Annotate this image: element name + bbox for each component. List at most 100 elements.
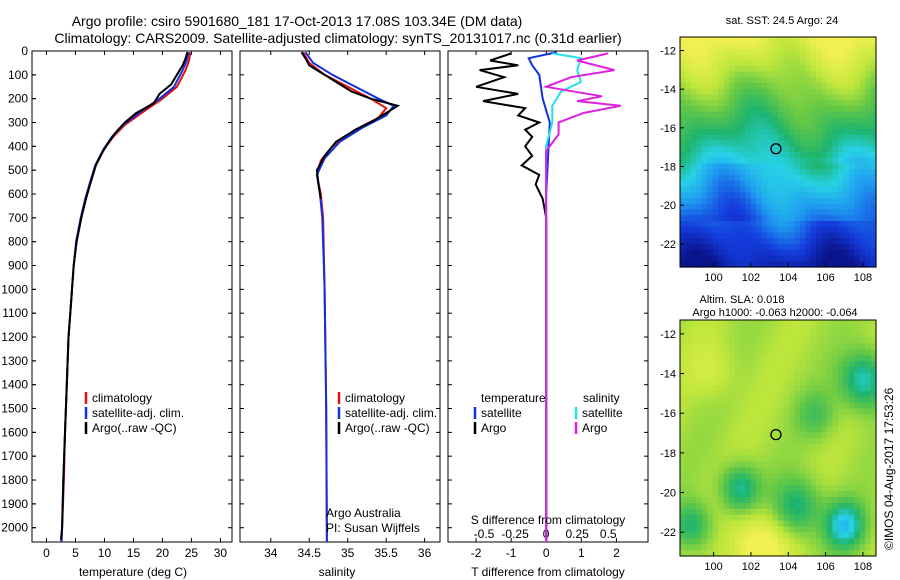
map-cell (739, 65, 746, 73)
map-cell (750, 461, 757, 469)
map-cell (783, 232, 790, 239)
map-cell (859, 331, 866, 339)
map-cell (756, 198, 763, 205)
map-cell (718, 532, 725, 539)
map-cell (783, 192, 790, 199)
map-cell (761, 163, 768, 170)
map-cell (810, 209, 817, 216)
map-cell (718, 497, 725, 504)
map-cell (696, 544, 703, 551)
map-cell (788, 367, 795, 374)
x-tick-label: -1 (506, 546, 517, 560)
map-cell (865, 396, 872, 404)
map-cell (734, 532, 741, 539)
map-cell (739, 514, 746, 522)
map-cell (729, 163, 736, 170)
map-cell (685, 60, 692, 67)
map-cell (701, 449, 708, 457)
map-cell (778, 443, 785, 451)
map-cell (718, 106, 725, 113)
map-cell (821, 432, 828, 439)
map-cell (756, 106, 763, 113)
map-cell (854, 443, 861, 451)
map-cell (734, 60, 741, 67)
map-cell (821, 526, 828, 533)
map-cell (848, 169, 855, 176)
map-cell (685, 532, 692, 539)
map-cell (729, 502, 736, 510)
map-cell (843, 443, 850, 451)
map-cell (805, 100, 812, 107)
annotation-argo-australia: Argo Australia (326, 506, 401, 520)
map-cell (843, 355, 850, 362)
map-cell (750, 538, 757, 545)
map-cell (859, 140, 866, 147)
map-cell (848, 186, 855, 193)
map-cell (821, 455, 828, 463)
map-cell (859, 514, 866, 522)
map-cell (756, 343, 763, 351)
map-cell (827, 209, 834, 216)
map-cell (848, 438, 855, 445)
map-cell (767, 508, 774, 516)
map-cell (821, 261, 828, 268)
map-cell (859, 438, 866, 445)
map-cell (723, 48, 730, 55)
map-cell (832, 473, 839, 480)
map-cell (832, 467, 839, 474)
series-line-argo-raw-qc- (60, 51, 189, 540)
map-cell (745, 261, 752, 268)
map-cell (854, 88, 861, 96)
map-cell (696, 443, 703, 451)
map-cell (734, 526, 741, 533)
map-cell (821, 146, 828, 153)
map-cell (865, 111, 872, 119)
map-cell (865, 455, 872, 463)
map-cell (723, 244, 730, 251)
map-cell (821, 106, 828, 113)
map-cell (843, 449, 850, 457)
map-cell (734, 221, 741, 228)
map-cell (707, 42, 714, 50)
map-cell (832, 355, 839, 362)
map-cell (854, 361, 861, 368)
map-cell (745, 320, 752, 327)
map-cell (707, 438, 714, 445)
map-cell (696, 390, 703, 398)
map-cell (707, 221, 714, 228)
map-cell (799, 169, 806, 176)
map-cell (734, 123, 741, 130)
map-cell (821, 123, 828, 130)
map-cell (761, 123, 768, 130)
map-cell (739, 54, 746, 61)
map-cell (707, 461, 714, 469)
map-cell (685, 244, 692, 251)
map-cell (788, 384, 795, 392)
map-cell (685, 180, 692, 188)
map-cell (690, 367, 697, 374)
map-cell (734, 111, 741, 119)
map-cell (843, 203, 850, 211)
map-cell (772, 367, 779, 374)
map-cell (690, 198, 697, 205)
map-cell (680, 432, 687, 439)
map-cell (805, 402, 812, 410)
map-cell (772, 198, 779, 205)
map-cell (712, 244, 719, 251)
map-cell (745, 100, 752, 107)
map-cell (843, 497, 850, 504)
map-cell (761, 215, 768, 222)
map-cell (837, 508, 844, 516)
map-cell (739, 100, 746, 107)
map-cell (739, 491, 746, 498)
map-cell (843, 426, 850, 433)
map-cell (712, 203, 719, 211)
map-cell (778, 508, 785, 516)
map-cell (848, 491, 855, 498)
map-cell (696, 373, 703, 380)
map-cell (712, 349, 719, 356)
map-cell (745, 226, 752, 234)
map-cell (718, 77, 725, 84)
map-cell (848, 42, 855, 50)
map-cell (696, 367, 703, 374)
